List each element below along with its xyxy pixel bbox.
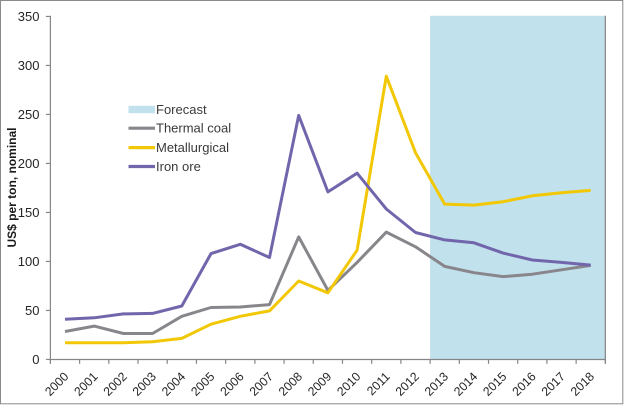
svg-text:US$ per ton, nominal: US$ per ton, nominal (5, 127, 19, 247)
svg-text:Metallurgical: Metallurgical (156, 140, 229, 155)
svg-text:50: 50 (25, 303, 39, 318)
svg-text:150: 150 (18, 205, 40, 220)
svg-text:Iron ore: Iron ore (156, 159, 201, 174)
svg-text:100: 100 (18, 254, 40, 269)
svg-text:300: 300 (18, 58, 40, 73)
svg-text:350: 350 (18, 9, 40, 24)
svg-text:200: 200 (18, 156, 40, 171)
svg-text:0: 0 (32, 352, 39, 367)
svg-text:Forecast: Forecast (156, 102, 207, 117)
svg-text:Thermal coal: Thermal coal (156, 121, 231, 136)
svg-text:250: 250 (18, 107, 40, 122)
